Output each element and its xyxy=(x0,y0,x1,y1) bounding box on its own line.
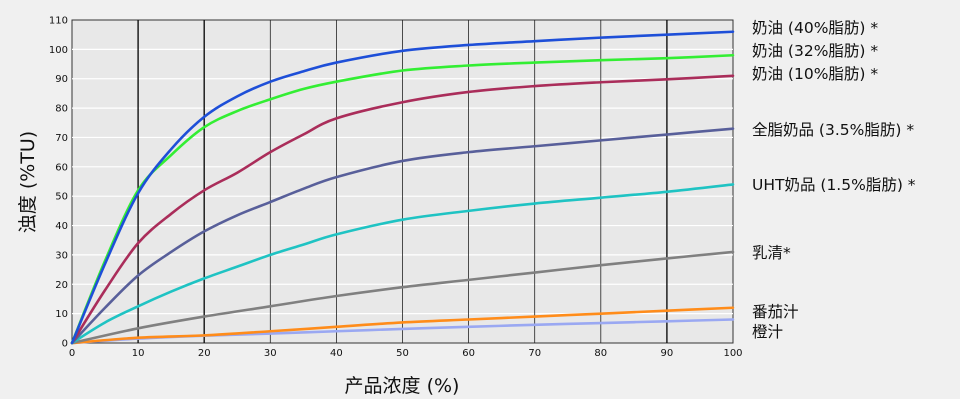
y-tick-label: 30 xyxy=(55,250,68,261)
series-line xyxy=(70,183,735,345)
legend-entry: 奶油 (32%脂肪) * xyxy=(752,42,878,60)
y-tick-label: 40 xyxy=(55,221,68,232)
series-line xyxy=(70,74,735,345)
y-tick-label: 110 xyxy=(49,16,68,27)
legend-entry: UHT奶品 (1.5%脂肪) * xyxy=(752,176,916,194)
x-tick-label: 30 xyxy=(264,348,277,359)
y-tick-label: 0 xyxy=(62,339,68,350)
y-tick-label: 80 xyxy=(55,104,68,115)
y-axis-ticks: 0 10 20 30 40 50 60 70 80 90 100 110 xyxy=(49,16,68,350)
series-line xyxy=(70,250,735,345)
y-tick-label: 70 xyxy=(55,133,68,144)
x-tick-label: 20 xyxy=(198,348,211,359)
x-tick-label: 60 xyxy=(462,348,475,359)
x-axis-title: 产品浓度 (%) xyxy=(345,375,460,397)
legend: 奶油 (40%脂肪) * 奶油 (32%脂肪) * 奶油 (10%脂肪) * 全脂奶品… xyxy=(752,19,916,341)
y-tick-label: 50 xyxy=(55,192,68,203)
legend-entry: 橙汁 xyxy=(752,323,783,341)
series-line xyxy=(70,30,735,345)
y-axis-title: 浊度 (%TU) xyxy=(17,131,39,233)
y-tick-label: 20 xyxy=(55,280,68,291)
x-tick-label: 0 xyxy=(69,348,75,359)
legend-entry: 奶油 (40%脂肪) * xyxy=(752,19,878,37)
x-tick-label: 70 xyxy=(528,348,541,359)
series-lines xyxy=(70,30,735,345)
legend-entry: 全脂奶品 (3.5%脂肪) * xyxy=(752,121,914,139)
y-tick-label: 100 xyxy=(49,45,68,56)
legend-entry: 番茄汁 xyxy=(752,303,799,321)
series-line xyxy=(70,306,735,345)
y-tick-label: 60 xyxy=(55,162,68,173)
x-tick-label: 50 xyxy=(396,348,409,359)
x-tick-label: 100 xyxy=(723,348,742,359)
y-tick-label: 90 xyxy=(55,74,68,85)
x-tick-label: 10 xyxy=(132,348,145,359)
legend-entry: 乳清* xyxy=(752,244,791,262)
x-tick-label: 40 xyxy=(330,348,343,359)
x-axis-ticks: 0 10 20 30 40 50 60 70 80 90 100 xyxy=(69,348,743,359)
legend-entry: 奶油 (10%脂肪) * xyxy=(752,65,878,83)
x-tick-label: 90 xyxy=(661,348,674,359)
series-line xyxy=(70,127,735,345)
y-tick-label: 10 xyxy=(55,309,68,320)
x-tick-label: 80 xyxy=(594,348,607,359)
